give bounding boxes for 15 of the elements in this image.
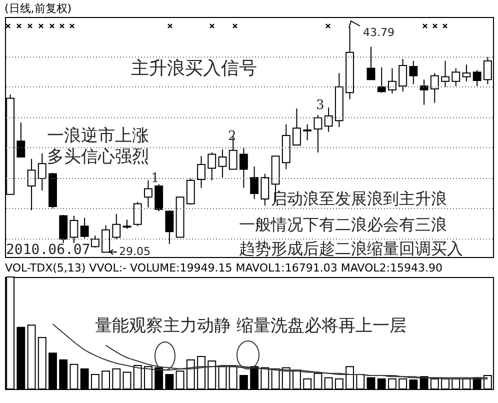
annotation: 主升浪买入信号 [131,58,257,79]
annotation: 量能观察主力动静 缩量洗盘必将再上一层 [95,316,406,336]
annotation: 3 [316,98,324,113]
annotation: 多头信心强烈 [47,147,149,167]
annotation: 43.79 [363,26,394,39]
annotation: 29.05 [119,245,150,258]
annotation: 一般情况下有二浪必会有三浪 [239,215,447,234]
annotation: 2 [228,129,236,144]
chart-title: VOL-TDX(5,13) VVOL:- VOLUME:19949.15 MAVOL1:16791.03 MAVOL2:15943.90 [5,262,442,274]
annotation: 1 [151,171,160,186]
annotation: 趋势形成后趁二浪缩量回调买入 [239,239,463,258]
chart-title: (日线,前复权) [4,2,72,15]
annotation: 一浪逆市上涨 [47,126,149,146]
annotation: 2010.06.07 [6,242,90,258]
annotation: 启动浪至发展浪到主升浪 [271,189,447,208]
